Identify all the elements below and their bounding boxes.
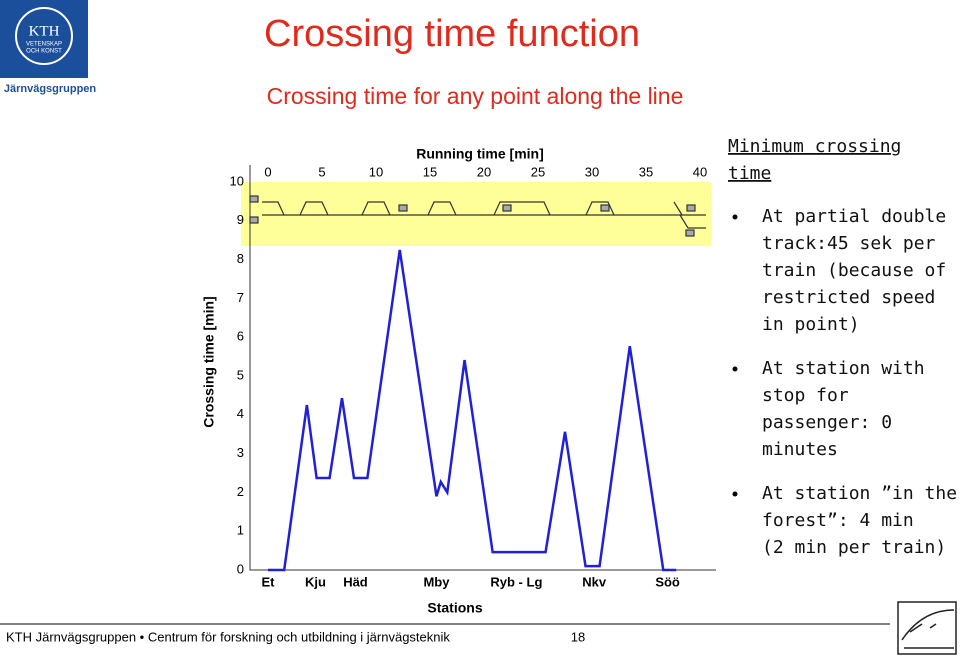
station-label: Ryb - Lg <box>490 574 542 589</box>
logo-motto: OCH KONST <box>26 49 62 55</box>
y-tick-label: 7 <box>237 290 244 305</box>
bullet-text: At station with <box>762 358 925 379</box>
bullet-text: At station ”in the <box>762 483 957 504</box>
station-label: Kju <box>305 574 326 589</box>
notes-heading: Minimum crossing <box>728 136 901 157</box>
track-schematic <box>249 195 706 237</box>
x-tick-label: 30 <box>585 164 599 179</box>
x-tick-label: 10 <box>369 164 383 179</box>
data-line <box>268 249 677 572</box>
station-label: Mby <box>423 574 450 589</box>
bullet-dot <box>732 366 738 372</box>
y-tick-label: 2 <box>237 484 244 499</box>
logo-seal <box>15 7 73 65</box>
axis-frame <box>249 165 716 571</box>
logo-motto: VETENSKAP <box>26 42 62 48</box>
bullet-text: At partial double <box>762 206 946 227</box>
y-tick-label: 4 <box>237 406 244 421</box>
y-tick-label: 10 <box>230 173 244 188</box>
slide-subtitle: Crossing time for any point along the li… <box>267 83 684 109</box>
train-icon <box>897 601 957 655</box>
bullet-text: (2 min per train) <box>762 537 946 558</box>
bullet-text: minutes <box>762 439 838 460</box>
bullet-text: in point) <box>762 314 860 335</box>
x-tick-label: 35 <box>639 164 653 179</box>
slide-title: Crossing time function <box>264 13 640 55</box>
y-tick-label: 6 <box>237 329 244 344</box>
y-tick-label: 9 <box>237 212 244 227</box>
bullet-dot <box>732 491 738 497</box>
notes-heading: time <box>728 163 771 184</box>
station-label: Et <box>262 574 276 589</box>
track-band <box>241 182 711 246</box>
x-tick-label: 40 <box>693 164 707 179</box>
y-tick-label: 0 <box>237 561 244 576</box>
x-tick-label: 25 <box>531 164 545 179</box>
bullet-text: stop for <box>762 385 849 406</box>
station-label: Häd <box>343 574 368 589</box>
bullet-text: track:45 sek per <box>762 233 936 254</box>
y-tick-label: 8 <box>237 251 244 266</box>
x-axis-label: Running time [min] <box>416 146 544 162</box>
bullet-text: forest”: 4 min <box>762 510 914 531</box>
y-tick-label: 3 <box>237 445 244 460</box>
x-tick-label: 0 <box>264 164 271 179</box>
page-number: 18 <box>571 629 585 644</box>
logo-group: Järnvägsgruppen <box>4 83 97 95</box>
footer: KTH Järnvägsgruppen • Centrum för forskn… <box>6 629 450 644</box>
logo-name: KTH <box>29 23 60 39</box>
bullet-text: train (because of <box>762 260 946 281</box>
bullet-text: passenger: 0 <box>762 412 892 433</box>
y-axis-label: Crossing time [min] <box>201 296 217 427</box>
category-axis-label: Stations <box>427 600 482 616</box>
x-tick-label: 15 <box>423 164 437 179</box>
x-tick-label: 5 <box>318 164 325 179</box>
station-label: Söö <box>655 574 680 589</box>
station-label: Nkv <box>582 574 607 589</box>
y-tick-label: 1 <box>237 523 244 538</box>
y-tick-label: 5 <box>237 367 244 382</box>
bullet-text: restricted speed <box>762 287 935 308</box>
x-tick-label: 20 <box>477 164 491 179</box>
bullet-dot <box>732 214 738 220</box>
